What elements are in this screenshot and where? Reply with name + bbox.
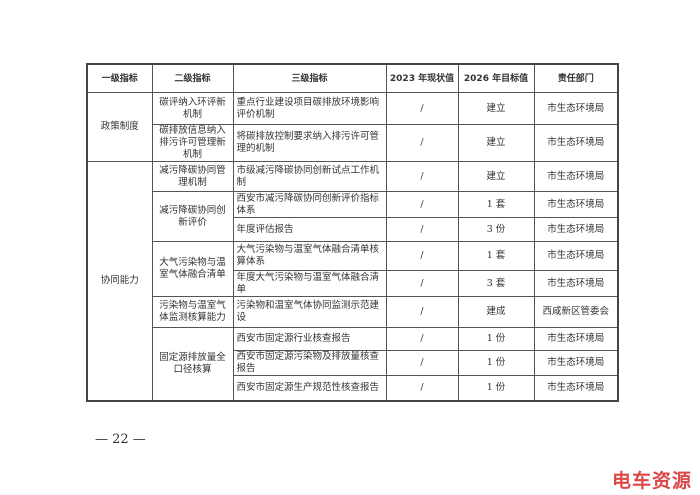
header-level2: 二级指标 [151,63,234,93]
value-2026: 1 套 [457,241,535,271]
watermark-logo: 电车资源 [612,470,693,492]
value-2026: 1 套 [457,191,535,218]
dept-cell: 市生态环境局 [533,350,619,376]
table-row: 减污降碳协同创新评价 西安市减污降碳协同创新评价指标体系 / 1 套 市生态环境… [87,191,619,242]
value-2026: 3 份 [457,217,535,242]
level2-cell: 碳排放信息纳入排污许可管理新机制 [151,124,234,162]
dept-cell: 市生态环境局 [533,375,619,401]
value-2023: / [385,270,459,297]
dept-cell: 市生态环境局 [533,327,619,351]
header-2026: 2026 年目标值 [457,63,535,93]
table-row: 大气污染物与温室气体融合清单 大气污染物与温室气体融合清单核算体系 / 1 套 … [87,241,619,297]
level2-cell: 大气污染物与温室气体融合清单 [151,241,234,297]
value-2026: 建立 [457,124,535,162]
value-2026: 建立 [457,92,535,125]
table-row: 碳排放信息纳入排污许可管理新机制 将碳排放控制要求纳入排污许可管理的机制 / 建… [87,124,619,162]
value-2026: 1 份 [457,375,535,401]
level3-cell: 大气污染物与温室气体融合清单核算体系 [232,241,387,271]
level3-cell: 污染物和温室气体协同监测示范建设 [232,296,387,328]
value-2023: / [385,161,459,192]
level3-cell: 年度评估报告 [232,217,387,242]
dept-cell: 西咸新区管委会 [533,296,619,328]
header-row: 一级指标 二级指标 三级指标 2023 年现状值 2026 年目标值 责任部门 [86,63,619,93]
table-row: 西安市固定源生产规范性核查报告 / 1 份 市生态环境局 [87,375,619,401]
value-2023: / [385,241,459,271]
header-level3: 三级指标 [232,63,387,93]
level2-cell: 减污降碳协同创新评价 [151,191,234,242]
level2-cell: 污染物与温室气体监测核算能力 [151,296,234,328]
value-2023: / [385,124,459,162]
value-2026: 1 份 [457,350,535,376]
table-row: 政策制度 碳评纳入环评新机制 重点行业建设项目碳排放环境影响评价机制 / 建立 … [86,92,619,162]
level3-cell: 将碳排放控制要求纳入排污许可管理的机制 [232,124,387,162]
header-2023: 2023 年现状值 [385,63,459,93]
level3-cell: 市级减污降碳协同创新试点工作机制 [232,161,387,192]
level1-cell: 协同能力 [86,161,153,401]
value-2023: / [385,327,459,351]
indicator-table: 一级指标 二级指标 三级指标 2023 年现状值 2026 年目标值 责任部门 … [86,63,619,402]
level3-cell: 西安市固定源污染物及排放量核查报告 [232,350,387,376]
value-2023: / [385,191,459,218]
dept-cell: 市生态环境局 [533,92,619,125]
page-number: — 22 — [95,432,146,447]
dept-cell: 市生态环境局 [533,270,619,297]
dept-cell: 市生态环境局 [533,217,619,242]
dept-cell: 市生态环境局 [533,241,619,271]
value-2026: 1 份 [457,327,535,351]
value-2026: 建立 [457,161,535,192]
level3-cell: 西安市固定源行业核查报告 [232,327,387,351]
value-2023: / [385,92,459,125]
level3-cell: 西安市减污降碳协同创新评价指标体系 [232,191,387,218]
level2-cell: 固定源排放量全口径核算 [151,327,234,401]
level3-cell: 重点行业建设项目碳排放环境影响评价机制 [232,92,387,125]
value-2023: / [385,350,459,376]
value-2026: 建成 [457,296,535,328]
table-row: 污染物与温室气体监测核算能力 污染物和温室气体协同监测示范建设 / 建成 西咸新… [87,296,619,328]
level3-cell: 年度大气污染物与温室气体融合清单 [232,270,387,297]
dept-cell: 市生态环境局 [533,191,619,218]
dept-cell: 市生态环境局 [533,124,619,162]
dept-cell: 市生态环境局 [533,161,619,192]
level2-cell: 减污降碳协同管理机制 [151,161,234,192]
value-2026: 3 套 [457,270,535,297]
table-row: 西安市固定源污染物及排放量核查报告 / 1 份 市生态环境局 [87,350,619,376]
header-dept: 责任部门 [533,63,619,93]
level3-cell: 西安市固定源生产规范性核查报告 [232,375,387,401]
header-level1: 一级指标 [86,63,153,93]
level2-cell: 碳评纳入环评新机制 [151,92,234,125]
table-row: 协同能力 减污降碳协同管理机制 市级减污降碳协同创新试点工作机制 / 建立 市生… [86,161,619,401]
value-2023: / [385,217,459,242]
table-row: 年度评估报告 / 3 份 市生态环境局 [87,217,619,242]
value-2023: / [385,296,459,328]
level1-cell: 政策制度 [86,92,153,162]
value-2023: / [385,375,459,401]
table-row: 固定源排放量全口径核算 西安市固定源行业核查报告 / 1 份 市生态环境局 [87,327,619,401]
